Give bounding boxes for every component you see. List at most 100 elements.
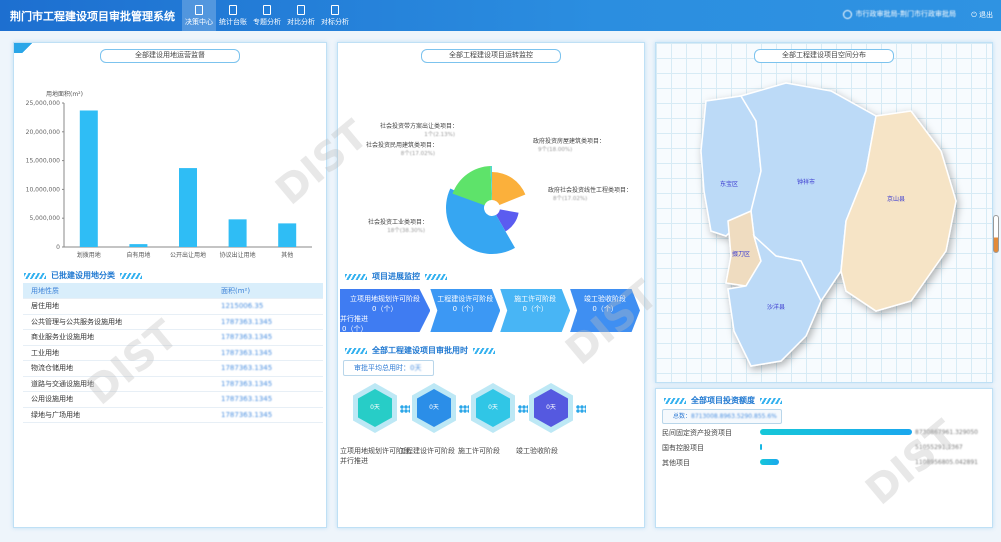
land-area: 1215006.35	[213, 298, 323, 315]
stage-time-hex[interactable]: 0天	[412, 383, 456, 433]
bar[interactable]	[228, 219, 247, 247]
stripes-decoration	[425, 273, 447, 280]
x-tick-label: 协议出让用地	[220, 251, 256, 259]
investment-label: 民间固定资产投资项目	[662, 429, 732, 437]
map-region-shayang[interactable]	[727, 233, 822, 367]
stage-extra-count: 0（个）	[342, 325, 368, 333]
map-region-jingshan[interactable]	[840, 110, 957, 312]
bar[interactable]	[278, 223, 297, 247]
land-type: 商业服务业设施用地	[23, 329, 213, 346]
stage-name: 立项用地规划许可阶段	[350, 295, 420, 303]
stripes-decoration	[760, 397, 782, 404]
stripes-decoration	[120, 272, 142, 279]
land-bar-chart: 用地面积(m²) 0 5,000,000 10,000,000 15,000,000 20…	[26, 90, 312, 259]
rose-slice[interactable]	[492, 172, 526, 206]
y-tick-label: 5,000,000	[29, 215, 60, 222]
section-title-text: 全部工程建设项目审批用时	[372, 346, 468, 355]
nav-statistics[interactable]: 统计台账	[216, 0, 250, 31]
stage-time-label: 竣工验收阶段	[516, 446, 558, 456]
stripes-decoration	[345, 347, 367, 354]
rose-slice[interactable]	[446, 188, 515, 254]
table-row[interactable]: 商业服务业设施用地 1787363.1345	[23, 329, 323, 346]
nav-topic-analysis[interactable]: 专题分析	[250, 0, 284, 31]
nav-benchmark[interactable]: 对标分析	[318, 0, 352, 31]
stripes-decoration	[24, 272, 46, 279]
region-label: 掇刀区	[732, 250, 750, 258]
stage-time-label: 施工许可阶段	[458, 446, 500, 456]
investment-label: 国有控股项目	[662, 444, 704, 452]
stage-count: 0（个）	[372, 305, 398, 313]
stage-extra: 并行推进	[340, 315, 368, 323]
rose-slice[interactable]	[452, 166, 492, 206]
nav-label: 对比分析	[287, 17, 315, 26]
rose-label: 政府投资房屋建筑类项目：	[533, 137, 605, 145]
nav-decision-center[interactable]: 决策中心	[182, 0, 216, 31]
stage-name: 竣工验收阶段	[584, 295, 627, 303]
top-bar: 荆门市工程建设项目审批管理系统 决策中心 统计台账 专题分析 对比分析 对标分析…	[0, 0, 1001, 31]
investment-bar[interactable]	[760, 444, 762, 450]
app-title: 荆门市工程建设项目审批管理系统	[10, 9, 175, 23]
stage-time-hex[interactable]: 0天	[353, 383, 397, 433]
stripes-decoration	[473, 347, 495, 354]
nav-comparison[interactable]: 对比分析	[284, 0, 318, 31]
table-row[interactable]: 公用设施用地 1787363.1345	[23, 391, 323, 408]
table-row[interactable]: 道路与交通设施用地 1787363.1345	[23, 376, 323, 392]
land-area: 1787363.1345	[213, 345, 323, 361]
investment-value: 8730867961.329050	[915, 429, 978, 436]
connector-icon	[400, 405, 410, 413]
region-label: 京山县	[887, 195, 905, 203]
investment-value: 1108956805.042891	[915, 459, 978, 466]
stage-count: 0（个）	[522, 305, 548, 313]
bar[interactable]	[179, 168, 197, 247]
investment-bar[interactable]	[760, 459, 779, 465]
rose-value: 8个(17.02%)	[401, 150, 435, 157]
rose-value: 1个(2.13%)	[424, 131, 455, 138]
stage-arrow[interactable]: 立项用地规划许可阶段 0（个） 并行推进 0（个）	[340, 289, 431, 333]
main-nav: 决策中心 统计台账 专题分析 对比分析 对标分析	[182, 0, 352, 31]
land-type: 绿地与广场用地	[23, 407, 213, 423]
table-row[interactable]: 绿地与广场用地 1787363.1345	[23, 407, 323, 423]
user-icon	[843, 9, 853, 19]
y-axis-label: 用地面积(m²)	[46, 90, 83, 98]
stage-time-name: 立项用地规划许可阶段	[340, 447, 410, 455]
document-icon	[331, 4, 339, 15]
stage-time-name: 工程建设许可阶段	[399, 447, 455, 455]
stage-time-hex[interactable]: 0天	[471, 383, 515, 433]
land-area: 1787363.1345	[213, 391, 323, 408]
land-type: 工业用地	[23, 345, 213, 361]
stage-time-value: 0天	[417, 389, 451, 427]
stage-count: 0（个）	[592, 305, 618, 313]
section-title: 全部项目投资额度	[664, 395, 782, 406]
rose-slice[interactable]	[490, 166, 492, 201]
stage-arrow[interactable]: 工程建设许可阶段 0（个）	[430, 289, 501, 332]
investment-bar[interactable]	[760, 429, 912, 435]
land-class-table: 用地性质 面积(m²) 居住用地 1215006.35 公共管理与公共服务设施用地 17…	[23, 283, 323, 423]
land-panel: 全部建设用地运营监督 用地面积(m²) 0 5,000,000 10,000,000 1…	[13, 42, 327, 528]
scrollbar[interactable]	[993, 215, 999, 253]
stage-time-value: 0天	[476, 389, 510, 427]
investment-label: 其他项目	[662, 459, 690, 467]
land-area: 1787363.1345	[213, 376, 323, 392]
table-row[interactable]: 公共管理与公共服务设施用地 1787363.1345	[23, 314, 323, 330]
land-area: 1787363.1345	[213, 314, 323, 330]
avg-time-box: 审批平均总用时：0天	[343, 360, 434, 376]
region-label: 东宝区	[720, 180, 738, 188]
section-title: 全部工程建设项目审批用时	[345, 345, 495, 356]
y-tick-label: 10,000,000	[26, 186, 61, 193]
bar[interactable]	[79, 110, 98, 247]
table-row[interactable]: 物流仓储用地 1787363.1345	[23, 360, 323, 377]
rose-value: 18个(38.30%)	[387, 227, 425, 234]
logout-button[interactable]: ⏻ 退出	[971, 11, 993, 19]
user-info[interactable]: 市行政审批局-荆门市行政审批局	[843, 9, 956, 19]
rose-slice[interactable]	[496, 209, 519, 232]
bar[interactable]	[129, 244, 148, 247]
table-row[interactable]: 工业用地 1787363.1345	[23, 345, 323, 361]
project-panel: 全部工程建设项目运转监控 政府投资房屋建筑类项目： 9个(18.00%) 政府社会投…	[337, 42, 645, 528]
stage-arrow[interactable]: 竣工验收阶段 0（个）	[570, 289, 640, 332]
section-title-text: 项目进展监控	[372, 272, 420, 281]
y-tick-label: 25,000,000	[26, 100, 61, 107]
table-row[interactable]: 居住用地 1215006.35	[23, 298, 323, 315]
nav-label: 决策中心	[185, 17, 213, 26]
stage-arrow[interactable]: 施工许可阶段 0（个）	[500, 289, 571, 332]
x-tick-label: 公开出让用地	[170, 251, 206, 259]
